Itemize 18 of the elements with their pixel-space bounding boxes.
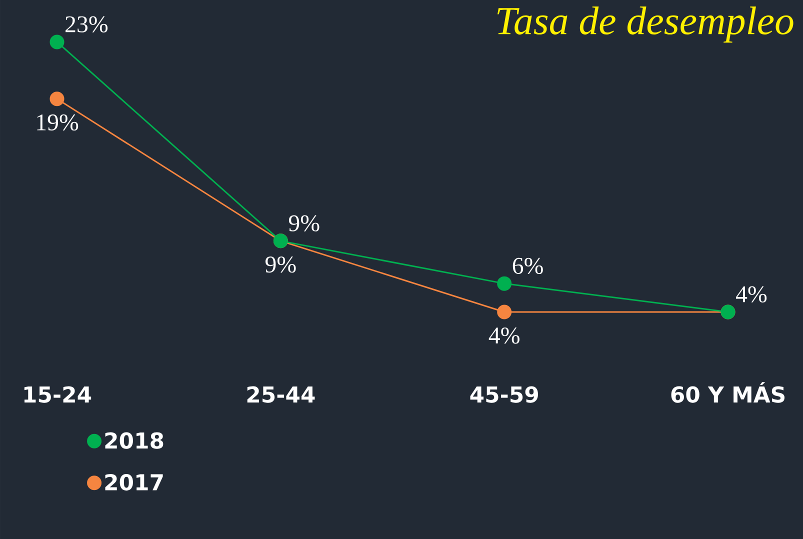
x-tick-label: 60 Y MÁS [671,382,784,403]
point [50,92,64,106]
x-tick-label: 15-24 [24,386,92,403]
point [497,276,512,291]
x-tick-label: 25-44 [247,386,315,403]
data-label: 19% [37,114,78,131]
data-label: 9% [288,215,320,232]
data-label: 9% [266,256,296,273]
point [50,34,64,50]
data-label: 4% [488,328,520,344]
legend-label: 2018 [105,432,164,449]
x-tick-label: 45-59 [470,386,538,403]
chart-title: Tasa de desempleo [497,6,794,43]
data-label: 4% [736,286,767,302]
point [497,304,512,320]
legend-label: 2017 [105,474,163,491]
data-label: 6% [512,258,543,274]
data-label: 23% [66,16,108,32]
